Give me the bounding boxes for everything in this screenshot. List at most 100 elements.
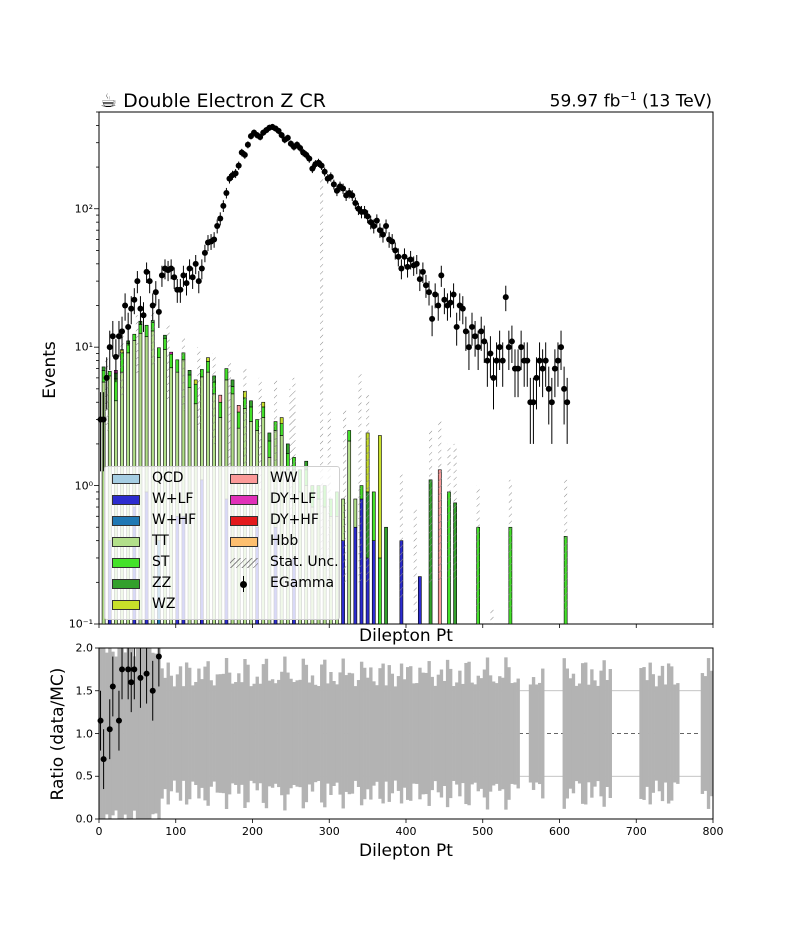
stat-unc-bar <box>181 336 185 411</box>
mc-bar-st <box>206 361 210 373</box>
data-point <box>564 399 571 406</box>
ratio-unc-bar <box>270 679 275 788</box>
data-point <box>180 272 187 279</box>
ratio-unc-bar <box>436 674 441 793</box>
ratio-unc-bar <box>105 652 109 815</box>
ratio-y-tick-label: 0.0 <box>75 812 94 826</box>
legend-swatch <box>112 516 140 526</box>
data-point <box>515 365 522 372</box>
ratio-unc-bar <box>513 682 517 785</box>
mc-bar-st <box>255 419 259 431</box>
ratio-unc-bar <box>301 658 305 809</box>
data-point <box>349 192 356 199</box>
data-point <box>496 344 503 351</box>
data-point <box>244 141 251 148</box>
data-point <box>125 323 132 330</box>
ratio-unc-bar <box>323 659 327 808</box>
ratio-unc-bar <box>148 648 152 819</box>
ratio-unc-bar <box>209 680 213 787</box>
legend-swatch <box>112 558 140 568</box>
ratio-unc-bar <box>488 675 493 792</box>
ratio-unc-bar <box>387 665 391 802</box>
data-point <box>419 268 426 275</box>
ratio-unc-bar <box>350 673 355 794</box>
data-point <box>318 162 325 169</box>
ratio-unc-bar <box>215 674 220 793</box>
stat-unc-bar <box>258 377 262 492</box>
ratio-unc-bar <box>654 686 659 781</box>
ratio-point <box>131 666 138 673</box>
mc-bar-st <box>107 370 112 377</box>
legend-swatch <box>230 537 258 547</box>
main-x-axis-label: Dilepton Pt <box>359 626 453 646</box>
ratio-unc-bar <box>445 659 450 808</box>
mc-bar-zz <box>163 334 167 339</box>
stat-unc-bar <box>508 479 512 614</box>
legend-swatch <box>230 576 258 592</box>
ratio-unc-bar <box>516 678 520 789</box>
ratio-unc-bar <box>528 684 533 783</box>
ratio-unc-bar <box>347 672 352 795</box>
ratio-unc-bar <box>498 676 502 791</box>
data-point <box>177 286 184 293</box>
ratio-unc-bar <box>418 667 422 800</box>
ratio-unc-bar <box>111 651 115 816</box>
data-point <box>122 302 129 309</box>
ratio-unc-bar <box>363 667 367 800</box>
data-point <box>306 155 313 162</box>
ratio-unc-bar <box>203 666 207 801</box>
data-point <box>472 333 479 340</box>
ratio-unc-bar <box>221 673 226 794</box>
ratio-unc-bar <box>341 658 345 809</box>
lumi-value: 59.97 fb <box>549 91 621 112</box>
ratio-unc-bar <box>344 675 348 792</box>
data-point <box>392 247 399 254</box>
ratio-unc-bar <box>227 672 232 795</box>
ratio-unc-bar <box>461 683 465 784</box>
data-point <box>232 170 239 177</box>
data-point <box>542 357 549 364</box>
ratio-unc-bar <box>258 683 263 784</box>
stat-unc-bar <box>273 377 278 508</box>
data-point <box>330 181 337 188</box>
mc-bar-wz <box>206 357 210 362</box>
legend-swatch <box>230 516 258 526</box>
ratio-unc-bar <box>329 672 333 795</box>
coffee-cup-icon: ☕ <box>100 90 118 112</box>
ratio-unc-bar <box>280 671 284 796</box>
ratio-unc-bar <box>510 683 514 784</box>
ratio-unc-bar <box>163 677 167 790</box>
legend-label: ST <box>152 554 170 570</box>
ratio-unc-bar <box>313 684 318 783</box>
ratio-unc-bar <box>172 686 177 781</box>
ratio-unc-bar <box>648 662 652 805</box>
legend-label: DY+LF <box>270 491 317 507</box>
ratio-unc-bar <box>593 680 597 787</box>
data-point <box>373 217 380 224</box>
mc-bar-w-lf <box>353 526 358 625</box>
data-point <box>189 274 196 281</box>
data-point <box>551 365 558 372</box>
ratio-point <box>97 717 104 724</box>
ratio-unc-bar <box>427 661 431 806</box>
ratio-unc-bar <box>562 658 566 809</box>
ratio-point <box>100 756 107 763</box>
ratio-unc-bar <box>470 682 474 785</box>
ratio-point <box>155 653 162 660</box>
data-point <box>275 127 282 134</box>
ratio-unc-bar <box>706 658 711 809</box>
data-point <box>103 374 110 381</box>
data-point <box>462 328 469 335</box>
data-point <box>383 223 390 230</box>
main-y-tick-label: 10¹ <box>74 340 93 354</box>
data-point <box>361 208 368 215</box>
ratio-x-tick-label: 0 <box>95 825 103 838</box>
data-point <box>128 305 135 312</box>
data-point <box>432 291 439 298</box>
ratio-unc-bar <box>448 668 453 799</box>
data-point <box>364 213 371 220</box>
data-point <box>389 238 396 245</box>
mc-bar-wz <box>261 401 266 408</box>
data-point <box>554 357 561 364</box>
data-point <box>152 289 159 296</box>
